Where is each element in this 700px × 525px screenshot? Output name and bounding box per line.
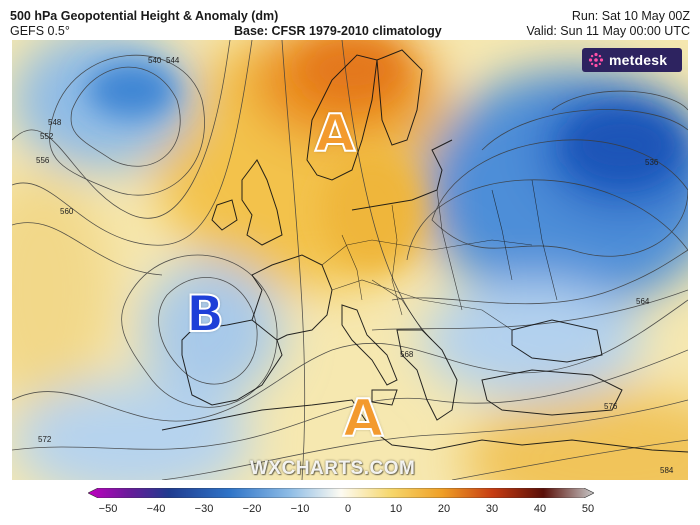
contour-label: 536 [645,158,659,167]
metdesk-logo: metdesk [582,48,682,72]
low-pressure-center-west: B [185,285,225,343]
contour-label: 584 [660,466,674,475]
colorbar-tick: 10 [389,503,403,515]
watermark: WXCHARTS.COM [250,458,416,479]
colorbar-tick: −40 [146,503,166,515]
contour-label: 564 [636,297,650,306]
contour-label: 572 [38,435,52,444]
contour-label: 540 [148,56,162,65]
colorbar-tick: 40 [533,503,547,515]
colorbar-tick: −50 [98,503,118,515]
colorbar-tick: −20 [242,503,262,515]
colorbar-tick: 0 [344,503,352,515]
contour-label: 576 [604,402,618,411]
valid-time: Valid: Sun 11 May 00:00 UTC [526,24,690,38]
chart-title: 500 hPa Geopotential Height & Anomaly (d… [10,9,279,23]
base-climatology: Base: CFSR 1979-2010 climatology [234,24,442,38]
contour-label: 568 [400,350,414,359]
contour-label: 560 [60,207,74,216]
anomaly-colorbar [88,488,594,498]
contour-label: 548 [48,118,62,127]
metdesk-star-icon [588,52,604,68]
model-label: GEFS 0.5° [10,24,70,38]
colorbar-tick: 30 [485,503,499,515]
colorbar-tick: −30 [194,503,214,515]
colorbar-tick: −10 [290,503,310,515]
high-pressure-center-south: A [342,389,384,449]
high-pressure-center-north: A [314,104,356,164]
contour-label: 552 [40,132,54,141]
anomaly-map [12,40,688,480]
colorbar-tick: 50 [581,503,595,515]
logo-text: metdesk [609,52,668,68]
contour-label: 556 [36,156,50,165]
colorbar-tick: 20 [437,503,451,515]
run-time: Run: Sat 10 May 00Z [571,9,690,23]
contour-label: 544 [166,56,180,65]
